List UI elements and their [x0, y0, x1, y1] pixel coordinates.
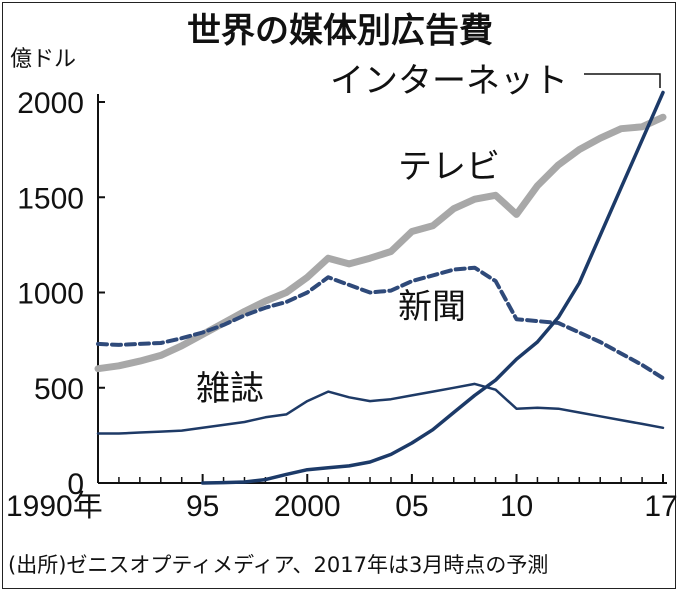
- series-label-newspaper: 新聞: [398, 287, 466, 327]
- series-label-tv: テレビ: [398, 147, 500, 187]
- source-note: (出所)ゼニスオプティメディア、2017年は3月時点の予測: [8, 553, 548, 577]
- chart-title: 世界の媒体別広告費: [187, 11, 493, 51]
- series-line-internet: [200, 90, 665, 485]
- x-tick-label: 1990年: [6, 490, 103, 523]
- series-line-newspaper: [96, 265, 665, 381]
- series-label-internet: インターネット: [330, 61, 568, 101]
- y-tick-label: 0: [67, 468, 84, 501]
- series-label-magazine: 雑誌: [196, 369, 264, 409]
- x-tick-label: 17: [644, 490, 677, 523]
- y-tick-label: 1000: [17, 278, 84, 311]
- series-labels: インターネット テレビ 新聞 雑誌: [196, 61, 661, 409]
- axes: 0 500 1000 1500 2000 1990年 95 2000 05 10 17: [6, 87, 678, 523]
- internet-label-leader: [584, 73, 661, 88]
- y-tick-label: 1500: [17, 182, 84, 215]
- x-tick-label: 95: [186, 490, 219, 523]
- y-tick-label: 500: [34, 373, 84, 406]
- x-tick-label: 2000: [274, 490, 341, 523]
- y-tick-label: 2000: [17, 87, 84, 120]
- x-tick-label: 05: [395, 490, 428, 523]
- y-axis-unit-label: 億ドル: [10, 47, 76, 72]
- series-line-tv: [94, 113, 667, 373]
- series-line-magazine: [96, 382, 665, 435]
- x-tick-label: 10: [500, 490, 533, 523]
- series-layer: [94, 90, 667, 485]
